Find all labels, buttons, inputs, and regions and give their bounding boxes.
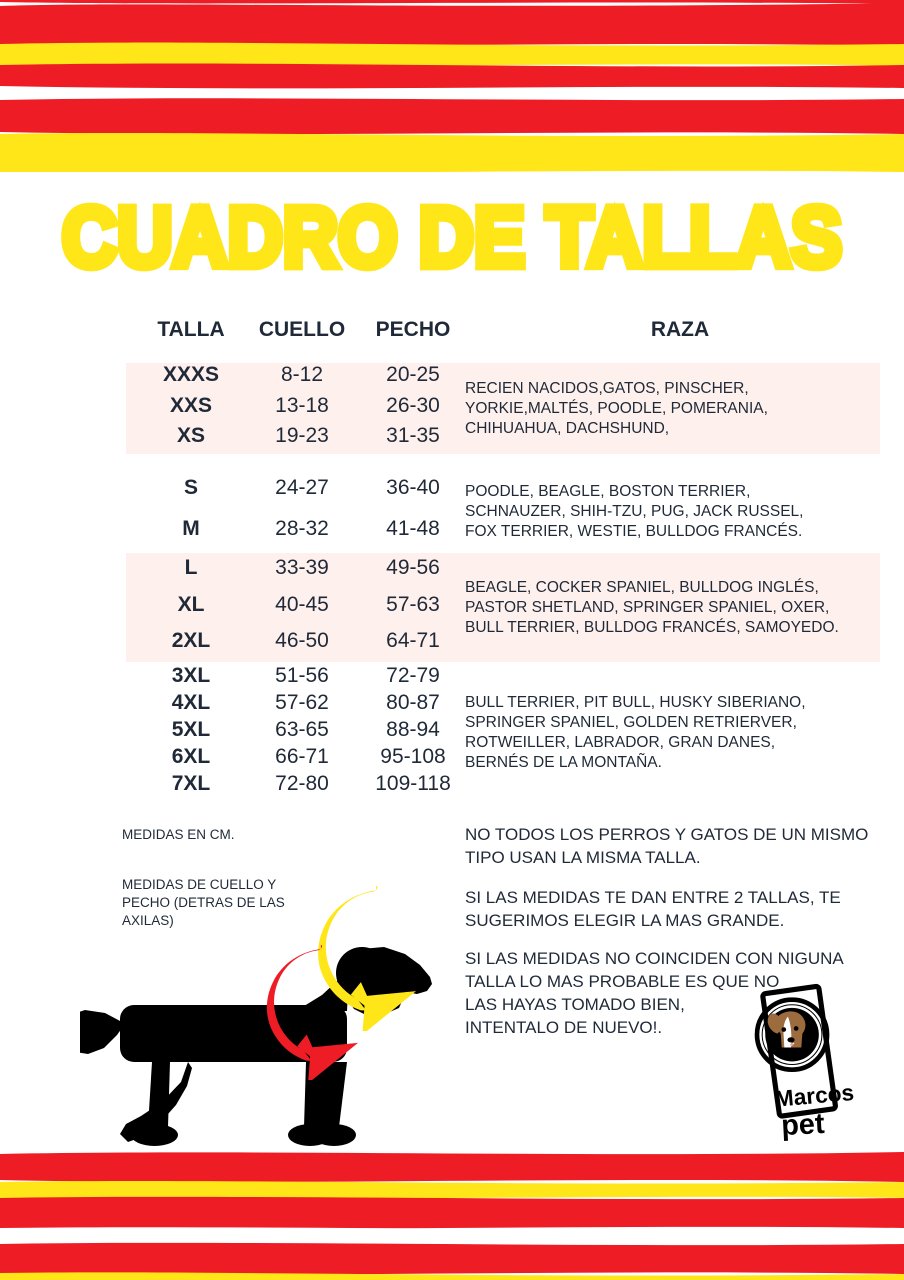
svg-text:pet: pet	[780, 1108, 825, 1142]
svg-text:Marcos: Marcos	[774, 1079, 855, 1112]
